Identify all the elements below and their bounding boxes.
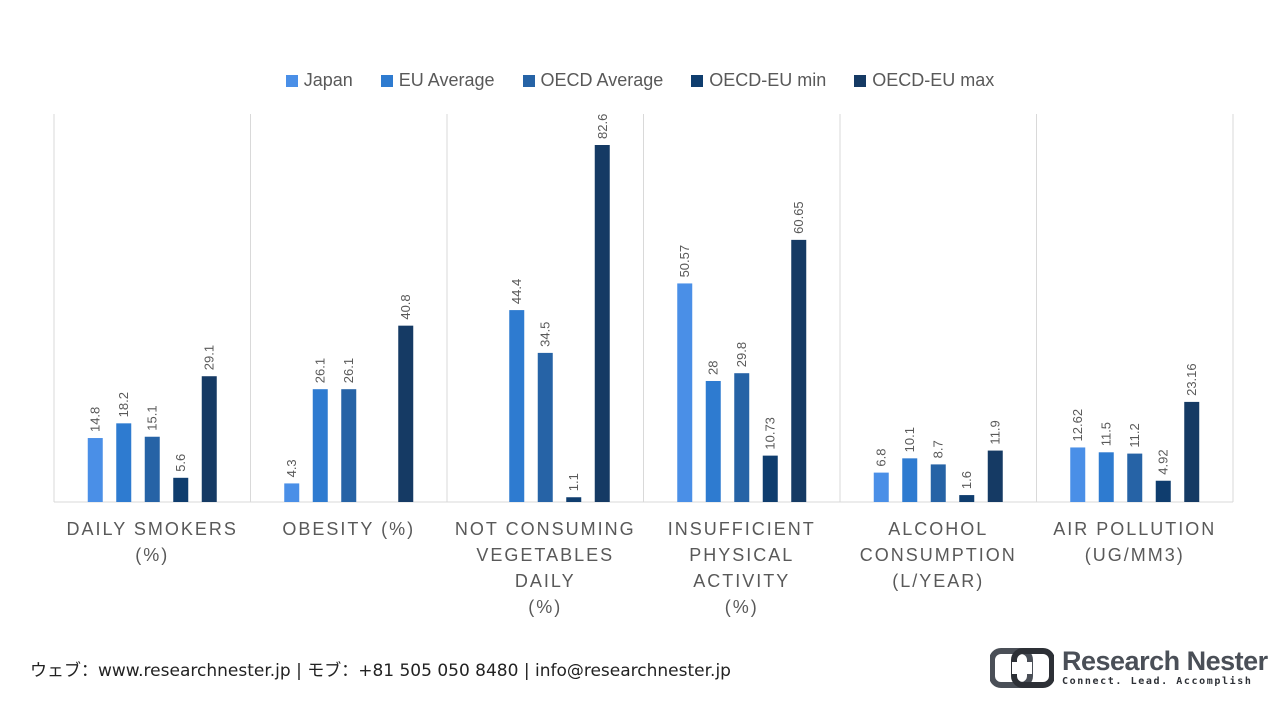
bar [1155, 480, 1171, 502]
legend-item: Japan [285, 70, 353, 91]
legend-label: OECD-EU min [709, 70, 827, 90]
bar [1070, 447, 1086, 502]
bar [930, 464, 946, 502]
bar [873, 472, 889, 502]
category-label: OBESITY (%) [282, 519, 416, 539]
bar [398, 325, 414, 502]
data-label: 11.2 [1127, 423, 1142, 447]
data-label: 11.9 [988, 420, 1003, 444]
data-label: 29.1 [202, 345, 217, 370]
data-label: 12.62 [1070, 409, 1085, 442]
logo-tagline: Connect. Lead. Accomplish [1062, 676, 1253, 687]
data-label: 6.8 [874, 449, 889, 467]
logo-name: Research Nester [1062, 646, 1268, 676]
bar [566, 497, 582, 502]
data-label: 26.1 [313, 358, 328, 383]
footer-contact: ウェブ：www.researchnester.jp | モブ：+81 505 0… [30, 661, 731, 681]
bar [791, 239, 807, 502]
data-label: 5.6 [173, 454, 188, 472]
data-label: 11.5 [1099, 422, 1114, 446]
bar [734, 373, 750, 502]
data-label: 10.73 [763, 417, 778, 450]
category-label: NOT CONSUMING VEGETABLES DAILY (%) [454, 519, 636, 617]
category-label: DAILY SMOKERS (%) [66, 519, 238, 565]
bar [705, 380, 721, 502]
category-label: INSUFFICIENT PHYSICAL ACTIVITY (%) [667, 519, 816, 617]
research-nester-logo: Research Nester Connect. Lead. Accomplis… [990, 646, 1268, 690]
data-label: 26.1 [341, 358, 356, 383]
data-label: 1.1 [566, 473, 581, 491]
data-label: 34.5 [538, 322, 553, 347]
bar [1098, 452, 1114, 502]
legend-item: OECD Average [522, 70, 664, 91]
legend-item: OECD-EU max [854, 70, 994, 91]
bar [537, 352, 553, 502]
bar [284, 483, 300, 502]
bar [173, 477, 189, 502]
data-label: 14.8 [88, 407, 103, 432]
legend-swatch [522, 74, 535, 87]
legend-item: OECD-EU min [691, 70, 826, 91]
data-label: 82.6 [595, 114, 610, 139]
bar [116, 423, 132, 502]
data-label: 18.2 [116, 392, 131, 417]
data-label: 23.16 [1184, 363, 1199, 396]
bar [201, 376, 217, 502]
bar [1127, 453, 1143, 502]
data-label: 29.8 [734, 342, 749, 367]
bar [509, 310, 525, 502]
data-label: 8.7 [931, 440, 946, 458]
category-label: ALCOHOL CONSUMPTION (L/YEAR) [859, 519, 1017, 591]
category-label: AIR POLLUTION (UG/MM3) [1053, 519, 1217, 565]
legend-swatch [691, 74, 704, 87]
data-label: 4.92 [1156, 449, 1171, 474]
bar [87, 438, 103, 502]
bar [987, 450, 1003, 502]
legend-swatch [854, 74, 867, 87]
legend-label: Japan [303, 70, 353, 90]
bar [312, 389, 328, 502]
legend-swatch [380, 74, 393, 87]
data-label: 60.65 [791, 201, 806, 234]
legend-item: EU Average [380, 70, 495, 91]
bar [762, 455, 778, 502]
legend-label: OECD Average [540, 70, 664, 90]
data-label: 4.3 [284, 459, 299, 477]
bar [594, 145, 610, 502]
data-label: 15.1 [145, 405, 160, 430]
bar [677, 283, 693, 502]
logo-mark-icon [990, 648, 1054, 688]
data-label: 10.1 [902, 427, 917, 452]
data-label: 50.57 [677, 245, 692, 278]
bar [902, 458, 918, 502]
bar [959, 495, 975, 502]
bar [1184, 401, 1200, 502]
data-label: 28 [706, 361, 721, 375]
data-label: 44.4 [509, 279, 524, 304]
data-label: 1.6 [959, 471, 974, 489]
chart-legend: Japan EU Average OECD Average OECD-EU min OE… [0, 70, 1280, 91]
bar [144, 436, 160, 502]
bar [341, 389, 357, 502]
legend-swatch [285, 74, 298, 87]
data-label: 40.8 [398, 294, 413, 319]
legend-label: OECD-EU max [872, 70, 995, 90]
legend-label: EU Average [398, 70, 495, 90]
